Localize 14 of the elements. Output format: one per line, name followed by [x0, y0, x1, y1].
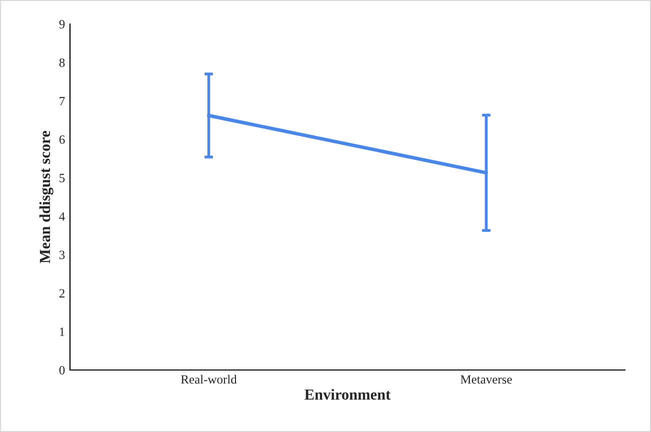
y-tick-label: 1: [60, 328, 64, 336]
y-tick-label: 8: [59, 58, 65, 67]
y-tick-label: 0: [59, 366, 65, 374]
x-tick-label: Metaverse: [460, 375, 512, 384]
y-tick-label: 2: [59, 289, 64, 298]
y-tick-label: 9: [59, 20, 65, 28]
y-tick-label: 3: [59, 250, 65, 260]
y-tick-label: 4: [59, 212, 65, 221]
y-tick-label: 5: [60, 174, 65, 182]
x-axis-title: Environment: [304, 388, 391, 400]
x-tick-label: Real-world: [180, 374, 237, 384]
y-axis-title: Mean ddisgust score: [39, 130, 54, 264]
y-tick-label: 6: [59, 135, 65, 144]
y-tick-label: 7: [60, 97, 65, 106]
